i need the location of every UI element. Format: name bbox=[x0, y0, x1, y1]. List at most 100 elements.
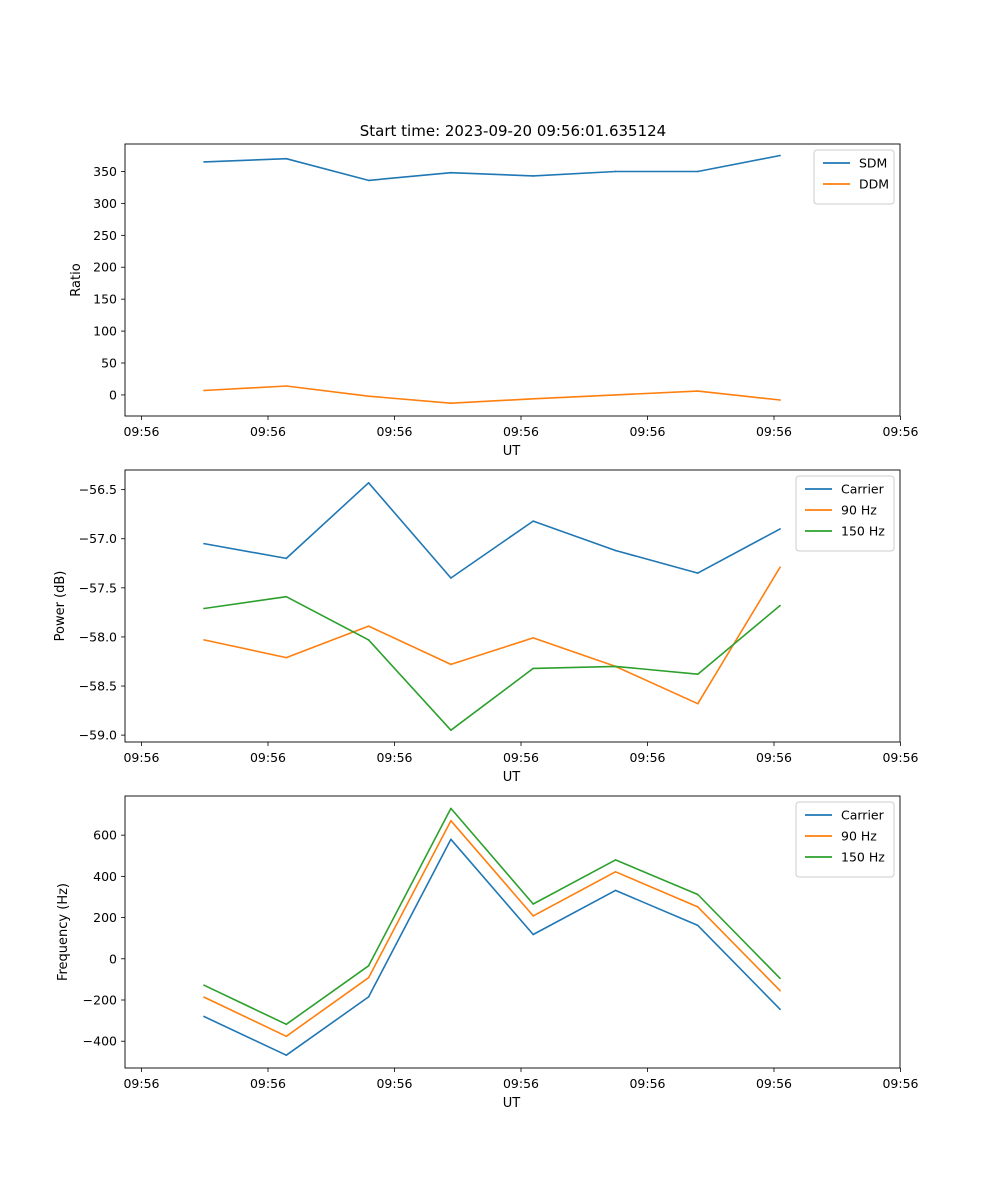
x-axis-label: UT bbox=[503, 1096, 521, 1111]
x-tick-label: 09:56 bbox=[376, 750, 412, 765]
data-point bbox=[532, 520, 534, 522]
data-point bbox=[285, 595, 288, 598]
data-point bbox=[203, 389, 205, 392]
y-tick-label: −59.0 bbox=[79, 728, 117, 743]
data-point bbox=[532, 175, 534, 177]
panels: 09:56 09:56 09:56 09:56 09:56 09:56 09:56 0 50 10… bbox=[53, 143, 919, 1111]
x-tick-label: 09:56 bbox=[756, 1076, 792, 1091]
axes-frame bbox=[124, 469, 901, 743]
data-point bbox=[285, 1023, 288, 1026]
y-tick-label: −200 bbox=[83, 993, 117, 1008]
legend: SDM DDM bbox=[813, 149, 895, 205]
data-point bbox=[285, 656, 288, 659]
data-point bbox=[367, 964, 370, 967]
chart-panel-3: 09:56 09:56 09:56 09:56 09:56 09:56 09:56 −400 −… bbox=[56, 795, 919, 1111]
data-point bbox=[450, 663, 452, 666]
data-point bbox=[779, 1008, 781, 1011]
x-tick-label: 09:56 bbox=[629, 424, 665, 439]
data-point bbox=[532, 637, 534, 639]
x-tick-label: 09:56 bbox=[629, 1076, 665, 1091]
data-point bbox=[203, 607, 205, 610]
data-point bbox=[450, 171, 452, 174]
series-line-150-hz bbox=[203, 807, 781, 1026]
data-point bbox=[532, 397, 534, 400]
data-point bbox=[779, 528, 781, 530]
chart-panel-2: 09:56 09:56 09:56 09:56 09:56 09:56 09:56 −56.5… bbox=[53, 469, 919, 785]
series-line-90-hz bbox=[203, 566, 781, 705]
x-tick-label: 09:56 bbox=[882, 424, 918, 439]
legend-label: 90 Hz bbox=[841, 829, 877, 844]
y-tick-label: 0 bbox=[109, 387, 117, 402]
data-point bbox=[614, 859, 617, 861]
x-tick-label: 09:56 bbox=[123, 424, 159, 439]
legend: Carrier 90 Hz 150 Hz bbox=[795, 475, 895, 552]
data-point bbox=[450, 838, 452, 841]
data-point bbox=[614, 170, 617, 173]
data-point bbox=[203, 984, 205, 986]
series-line-sdm bbox=[203, 154, 781, 182]
series-line-carrier bbox=[203, 481, 781, 579]
data-point bbox=[697, 673, 699, 676]
chart-panel-1: 09:56 09:56 09:56 09:56 09:56 09:56 09:56 0 50 10… bbox=[69, 143, 919, 459]
data-point bbox=[203, 542, 205, 545]
x-tick-label: 09:56 bbox=[503, 1076, 539, 1091]
series-line-90-hz bbox=[203, 819, 781, 1038]
data-point bbox=[779, 566, 781, 569]
y-tick-label: −58.5 bbox=[79, 679, 117, 694]
y-tick-label: −400 bbox=[83, 1034, 117, 1049]
legend-label: 150 Hz bbox=[841, 850, 885, 865]
y-tick-label: 0 bbox=[109, 951, 117, 966]
legend-box bbox=[795, 801, 895, 878]
x-tick-label: 09:56 bbox=[250, 1076, 286, 1091]
data-point bbox=[614, 889, 617, 892]
data-point bbox=[697, 893, 699, 896]
data-point bbox=[203, 996, 205, 998]
data-point bbox=[697, 170, 699, 173]
data-point bbox=[779, 604, 781, 607]
data-point bbox=[203, 161, 205, 163]
data-point bbox=[532, 903, 534, 905]
data-point bbox=[697, 924, 699, 927]
x-tick-label: 09:56 bbox=[376, 1076, 412, 1091]
data-point bbox=[779, 977, 781, 980]
x-tick-label: 09:56 bbox=[376, 424, 412, 439]
data-point bbox=[285, 1054, 288, 1057]
data-point bbox=[614, 665, 617, 668]
data-point bbox=[367, 996, 370, 998]
data-point bbox=[779, 989, 781, 992]
data-point bbox=[285, 1035, 288, 1038]
data-point bbox=[532, 667, 534, 670]
y-tick-label: 350 bbox=[93, 164, 117, 179]
y-tick-label: 600 bbox=[93, 828, 117, 843]
y-tick-label: 250 bbox=[93, 228, 117, 243]
data-point bbox=[367, 976, 370, 979]
y-tick-label: 150 bbox=[93, 292, 117, 307]
x-tick-label: 09:56 bbox=[250, 750, 286, 765]
series-line-ddm bbox=[203, 385, 781, 405]
x-tick-label: 09:56 bbox=[882, 1076, 918, 1091]
x-tick-label: 09:56 bbox=[123, 1076, 159, 1091]
data-point bbox=[367, 625, 370, 627]
legend-box bbox=[795, 475, 895, 552]
y-tick-label: 300 bbox=[93, 196, 117, 211]
data-point bbox=[367, 179, 370, 182]
legend-label: 90 Hz bbox=[841, 503, 877, 518]
data-point bbox=[779, 399, 781, 401]
data-point bbox=[367, 395, 370, 398]
data-point bbox=[697, 702, 699, 705]
legend-label: Carrier bbox=[841, 482, 885, 497]
legend-label: DDM bbox=[859, 177, 889, 192]
axes-frame bbox=[124, 143, 901, 417]
data-point bbox=[367, 481, 370, 484]
legend-label: 150 Hz bbox=[841, 524, 885, 539]
x-tick-label: 09:56 bbox=[250, 424, 286, 439]
chart-title: Start time: 2023-09-20 09:56:01.635124 bbox=[360, 122, 666, 140]
x-tick-label: 09:56 bbox=[123, 750, 159, 765]
x-axis-label: UT bbox=[503, 444, 521, 459]
data-point bbox=[450, 807, 452, 810]
data-point bbox=[614, 549, 617, 552]
y-tick-label: −57.5 bbox=[79, 580, 117, 595]
x-tick-label: 09:56 bbox=[629, 750, 665, 765]
data-point bbox=[532, 933, 534, 936]
data-point bbox=[532, 915, 534, 917]
